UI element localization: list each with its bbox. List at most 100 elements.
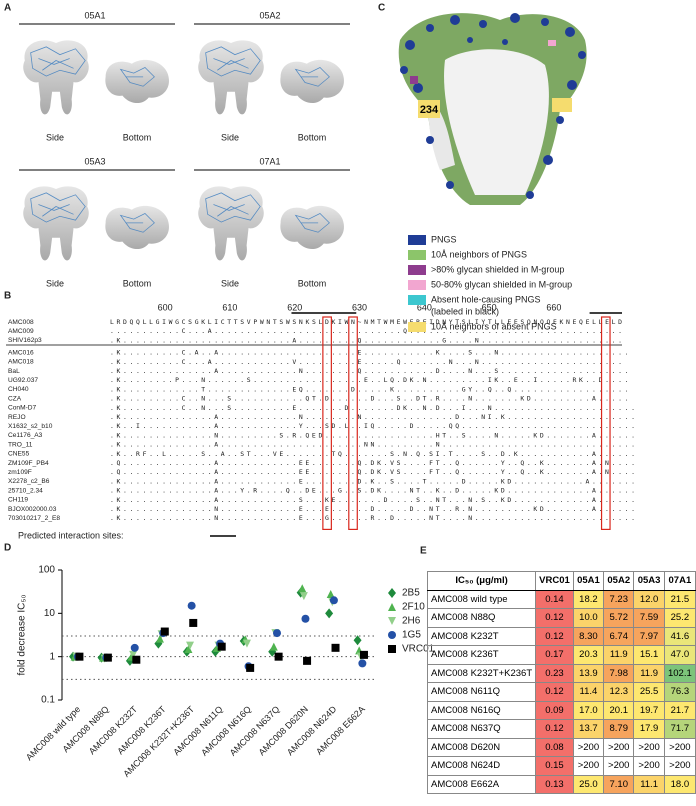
- sequence-name: REJO: [8, 414, 26, 421]
- legend-label: (labeled in black): [431, 306, 499, 316]
- sequence-name: AMC008: [8, 319, 34, 326]
- legend-marker: [388, 588, 396, 598]
- data-point: [358, 659, 367, 668]
- data-point: [298, 584, 307, 593]
- sequence-name: CH040: [8, 386, 29, 393]
- table-cell: >200: [572, 756, 605, 776]
- data-point: [331, 643, 340, 652]
- table-cell: AMC008 N637Q: [426, 719, 537, 739]
- data-point: [303, 656, 312, 665]
- table-cell: 18.0: [663, 774, 696, 794]
- density-side: [22, 39, 90, 115]
- table-cell: 15.1: [633, 645, 665, 665]
- table-row: AMC008 N624D 0.15 >200 >200 >200 >200: [426, 756, 696, 776]
- sequence-name: BaL: [8, 368, 20, 375]
- data-point: [103, 653, 112, 662]
- interaction-box: [600, 316, 611, 530]
- table-cell: 0.23: [535, 663, 574, 683]
- legend-swatch: [408, 280, 426, 290]
- table-cell: 07A1: [663, 571, 696, 591]
- sequence: .Q..............A............EE.......Q.…: [110, 468, 635, 476]
- table-cell: AMC008 K232T+K236T: [426, 663, 537, 683]
- table-cell: >200: [663, 756, 696, 776]
- table-cell: AMC008 wild type: [426, 589, 537, 609]
- table-cell: 18.2: [572, 589, 605, 609]
- map-title: 05A2: [259, 10, 280, 20]
- table-row: AMC008 K232T+K236T 0.23 13.9 7.98 11.9 102.1: [426, 663, 696, 683]
- table-cell: 76.3: [663, 682, 696, 702]
- sequence: .K..............A......................N…: [110, 441, 635, 449]
- table-cell: 05A2: [603, 571, 635, 591]
- sequence-name: AMC009: [8, 328, 34, 335]
- table-cell: VRC01: [535, 571, 574, 591]
- table-cell: 5.72: [603, 608, 635, 628]
- view-label: Side: [221, 278, 239, 288]
- table-cell: 0.14: [535, 589, 574, 609]
- data-point: [301, 614, 310, 623]
- table-row: AMC008 N616Q 0.09 17.0 20.1 19.7 21.7: [426, 700, 696, 720]
- position-label: 640: [417, 302, 432, 312]
- y-axis-label: fold decrease IC₅₀: [17, 595, 28, 676]
- table-row: AMC008 wild type 0.14 18.2 7.23 12.0 21.5: [426, 589, 696, 609]
- table-cell: IC₅₀ (μg/ml): [426, 571, 537, 591]
- table-cell: 0.12: [535, 682, 574, 702]
- view-label: Side: [46, 132, 64, 142]
- sequence: .K..............A............N........Q.…: [110, 367, 628, 375]
- sequence: .K..I...........A............Y...SD.L..I…: [110, 422, 635, 430]
- table-cell: AMC008 N611Q: [426, 682, 537, 702]
- sequence: .K..............A............N........N.…: [110, 413, 635, 421]
- table-cell: 05A1: [572, 571, 605, 591]
- data-point: [184, 645, 193, 654]
- table-cell: 0.12: [535, 608, 574, 628]
- sequence-name: X2278_c2_B6: [8, 478, 50, 485]
- legend-marker: [388, 645, 396, 653]
- data-point: [325, 608, 334, 619]
- density-side: [197, 185, 265, 261]
- table-cell: 11.4: [572, 682, 605, 702]
- table-cell: 13.7: [572, 719, 605, 739]
- table-row: AMC008 K236T 0.17 20.3 11.9 15.1 47.0: [426, 645, 696, 665]
- table-cell: 11.9: [633, 663, 665, 683]
- sequence: .K..............A...Y.R....Q..DE...G..S.…: [110, 487, 635, 495]
- table-cell: 25.2: [663, 608, 696, 628]
- data-point: [353, 635, 362, 646]
- table-cell: AMC008 K236T: [426, 645, 537, 665]
- table-cell: 0.08: [535, 737, 574, 757]
- density-side: [22, 185, 90, 261]
- sequence-name: TRO_11: [8, 441, 33, 448]
- legend-label: 50-80% glycan shielded in M-group: [431, 279, 572, 289]
- table-cell: 20.3: [572, 645, 605, 665]
- table-cell: 102.1: [663, 663, 696, 683]
- table-cell: 0.13: [535, 774, 574, 794]
- position-label: 600: [158, 302, 173, 312]
- y-tick-label: 100: [38, 565, 55, 576]
- x-tick-label: AMC008 N611Q: [171, 704, 224, 757]
- sequence: ...........C...A........................…: [110, 327, 622, 335]
- interaction-box: [348, 316, 358, 530]
- data-point: [130, 643, 139, 652]
- table-cell: 0.15: [535, 756, 574, 776]
- table-cell: 10.0: [572, 608, 605, 628]
- panel-label: D: [4, 543, 11, 554]
- table-cell: 8.79: [603, 719, 635, 739]
- y-tick-label: 10: [44, 608, 56, 619]
- sequence: LRDQQLLGIWGCSGKLICTTSVPWNTSWSNKSLDKIWN~N…: [110, 318, 622, 326]
- table-cell: 6.74: [603, 626, 635, 646]
- position-label: 620: [287, 302, 302, 312]
- density-side: [197, 39, 265, 115]
- legend-swatch: [408, 322, 426, 332]
- data-point: [273, 629, 282, 638]
- table-cell: 25.5: [633, 682, 665, 702]
- legend-label: Absent hole-causing PNGS: [431, 294, 541, 304]
- view-label: Side: [46, 278, 64, 288]
- table-cell: 7.98: [603, 663, 635, 683]
- map-title: 05A1: [84, 10, 105, 20]
- sequence: .K.........C...A............V.........E.…: [110, 358, 622, 366]
- table-cell: >200: [603, 737, 635, 757]
- table-cell: 13.9: [572, 663, 605, 683]
- legend-marker: [388, 617, 396, 625]
- legend-swatch: [408, 235, 426, 245]
- view-label: Bottom: [123, 132, 152, 142]
- y-tick-label: 1: [49, 651, 55, 662]
- view-label: Bottom: [123, 278, 152, 288]
